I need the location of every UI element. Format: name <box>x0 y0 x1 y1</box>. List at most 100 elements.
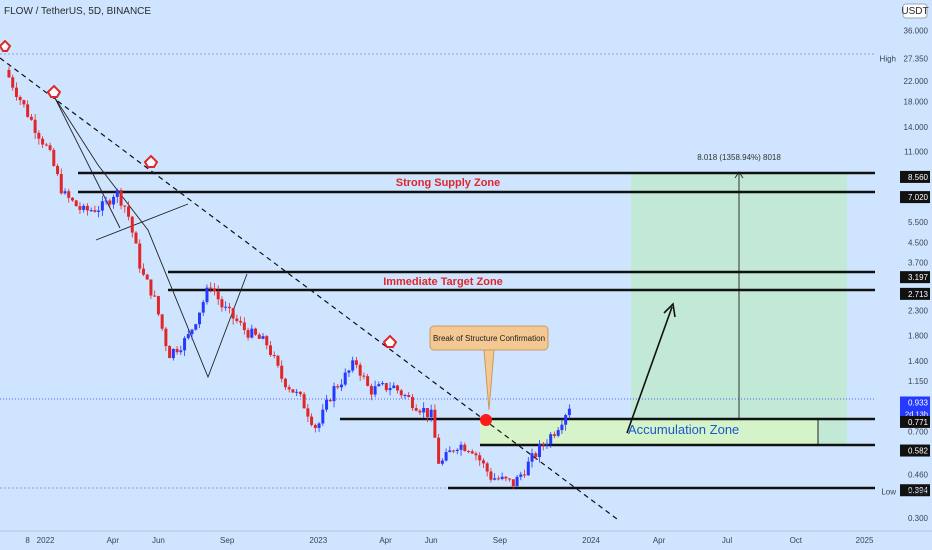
break-callout-text: Break of Structure Confirmation <box>433 334 545 343</box>
swing-high-marker-1 <box>0 39 12 52</box>
price-tag-bg-7 <box>900 191 930 204</box>
candle-body-49 <box>190 329 194 335</box>
swing-high-marker-3 <box>143 154 159 168</box>
price-tick-13: 2.300 <box>908 307 929 316</box>
candle-body-67 <box>257 334 261 339</box>
accumulation-label: Accumulation Zone <box>628 422 739 437</box>
time-label-13: 2025 <box>856 536 874 545</box>
candle-body-54 <box>209 287 213 289</box>
time-label-6: Apr <box>379 536 392 545</box>
time-label-3: Jun <box>152 536 165 545</box>
time-label-8: Sep <box>493 536 508 545</box>
price-tag-bg-6 <box>900 170 930 183</box>
candle-body-147 <box>556 430 560 436</box>
candle-body-19 <box>78 206 82 210</box>
candle-body-63 <box>242 322 246 331</box>
price-tick-16: 1.150 <box>908 377 929 386</box>
candle-body-136 <box>515 476 519 487</box>
candle-body-79 <box>302 394 306 409</box>
price-tick-0: 36.000 <box>904 27 929 36</box>
candle-body-142 <box>537 444 541 458</box>
projection-arrow <box>626 306 673 434</box>
price-tick-22: 0.394 <box>908 486 929 495</box>
candle-body-37 <box>145 274 149 280</box>
candle-body-92 <box>351 360 355 371</box>
price-tick-12: 2.713 <box>908 290 929 299</box>
candle-body-14 <box>59 173 63 194</box>
time-label-5: 2023 <box>309 536 327 545</box>
candle-body-53 <box>205 287 209 303</box>
price-tick-15: 1.400 <box>908 357 929 366</box>
candle-body-119 <box>452 450 456 452</box>
price-axis[interactable]: 36.000 27.350 High 22.000 18.000 14.000 11.000… <box>876 20 932 531</box>
price-tick-19: 0.700 <box>908 428 929 437</box>
candle-body-86 <box>328 399 332 402</box>
candle-body-117 <box>444 452 448 461</box>
candle-body-105 <box>399 390 403 396</box>
candle-body-44 <box>171 348 175 359</box>
candle-body-127 <box>481 460 485 464</box>
price-tick-7: 7.020 <box>908 193 929 202</box>
candle-body-60 <box>231 308 235 319</box>
candle-body-120 <box>455 449 459 452</box>
countdown-label: 2d 13h <box>905 410 928 419</box>
candle-body-99 <box>377 384 381 387</box>
immediate-target-label: Immediate Target Zone <box>383 276 503 288</box>
candle-body-8 <box>37 132 41 139</box>
candle-body-1 <box>11 77 15 88</box>
candle-body-126 <box>478 455 482 461</box>
candle-body-34 <box>134 232 138 244</box>
candle-body-33 <box>130 216 134 233</box>
candle-body-31 <box>123 205 127 207</box>
price-tick-10: 3.700 <box>908 258 929 267</box>
candle-body-143 <box>541 444 545 446</box>
price-tag-bg-17 <box>900 396 930 409</box>
candle-body-45 <box>175 348 179 353</box>
candle-body-78 <box>298 391 302 395</box>
candle-body-28 <box>112 196 116 205</box>
strong-supply-label: Strong Supply Zone <box>396 177 501 189</box>
candle-body-131 <box>496 478 500 480</box>
time-label-2: Apr <box>107 536 120 545</box>
candle-body-56 <box>216 291 220 300</box>
candle-body-140 <box>530 453 534 462</box>
candle-body-58 <box>224 306 228 308</box>
candle-body-150 <box>567 408 571 416</box>
candle-body-111 <box>422 408 426 413</box>
price-tick-1: 27.350 <box>904 55 929 64</box>
candle-body-74 <box>283 378 287 388</box>
candle-body-2 <box>14 87 18 98</box>
candle-body-107 <box>407 395 411 397</box>
price-tick-8: 5.500 <box>908 218 929 227</box>
candle-body-57 <box>220 299 224 308</box>
candle-body-24 <box>97 210 101 212</box>
candle-body-27 <box>108 200 112 205</box>
time-label-9: 2024 <box>582 536 600 545</box>
candle-body-68 <box>261 336 265 339</box>
time-label-0: 8 <box>25 536 30 545</box>
candle-body-91 <box>347 370 351 373</box>
candle-body-134 <box>508 478 512 480</box>
candle-body-7 <box>33 119 37 133</box>
candle-body-65 <box>250 328 254 338</box>
candle-body-114 <box>433 409 437 438</box>
currency-badge[interactable] <box>902 3 928 19</box>
candle-body-83 <box>317 423 321 428</box>
candle-body-148 <box>560 424 564 431</box>
candle-body-36 <box>141 268 145 275</box>
candle-body-82 <box>313 424 317 428</box>
time-label-12: Oct <box>790 536 803 545</box>
candle-body-146 <box>552 434 556 436</box>
candle-body-135 <box>511 479 515 487</box>
candle-body-103 <box>392 385 396 389</box>
candle-body-66 <box>254 328 258 335</box>
candle-body-102 <box>388 388 392 391</box>
candle-body-62 <box>239 321 243 323</box>
break-dot <box>480 414 492 426</box>
candle-body-94 <box>358 364 362 376</box>
downtrend-line <box>0 57 618 520</box>
candle-body-10 <box>44 144 48 146</box>
price-tick-14: 1.800 <box>908 332 929 341</box>
time-axis[interactable]: 8 2022 Apr Jun Sep 2023 Apr Jun Sep 2024 Apr Jul Oct… <box>25 536 874 545</box>
